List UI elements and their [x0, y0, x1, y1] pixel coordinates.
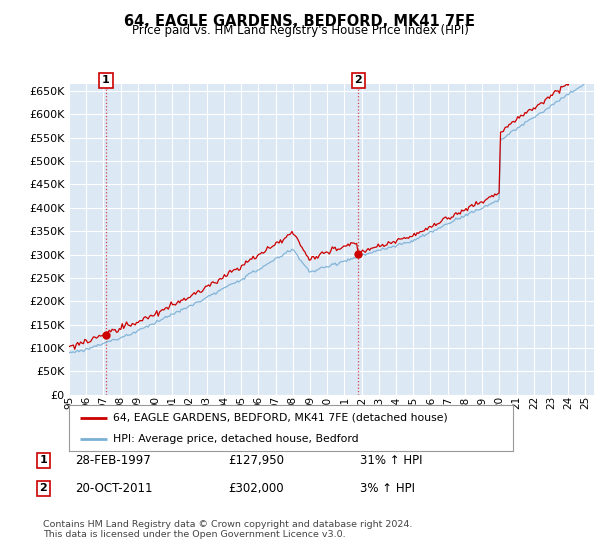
Text: 20-OCT-2011: 20-OCT-2011	[75, 482, 152, 495]
Text: Contains HM Land Registry data © Crown copyright and database right 2024.
This d: Contains HM Land Registry data © Crown c…	[43, 520, 413, 539]
Text: 31% ↑ HPI: 31% ↑ HPI	[360, 454, 422, 467]
Text: Price paid vs. HM Land Registry's House Price Index (HPI): Price paid vs. HM Land Registry's House …	[131, 24, 469, 37]
Text: 64, EAGLE GARDENS, BEDFORD, MK41 7FE (detached house): 64, EAGLE GARDENS, BEDFORD, MK41 7FE (de…	[113, 413, 448, 423]
Text: 64, EAGLE GARDENS, BEDFORD, MK41 7FE: 64, EAGLE GARDENS, BEDFORD, MK41 7FE	[125, 14, 476, 29]
Text: 3% ↑ HPI: 3% ↑ HPI	[360, 482, 415, 495]
Text: £302,000: £302,000	[228, 482, 284, 495]
Text: 2: 2	[40, 483, 47, 493]
Text: 1: 1	[40, 455, 47, 465]
Text: 2: 2	[355, 76, 362, 86]
Text: 1: 1	[102, 76, 110, 86]
Text: 28-FEB-1997: 28-FEB-1997	[75, 454, 151, 467]
Text: HPI: Average price, detached house, Bedford: HPI: Average price, detached house, Bedf…	[113, 435, 359, 444]
Text: £127,950: £127,950	[228, 454, 284, 467]
